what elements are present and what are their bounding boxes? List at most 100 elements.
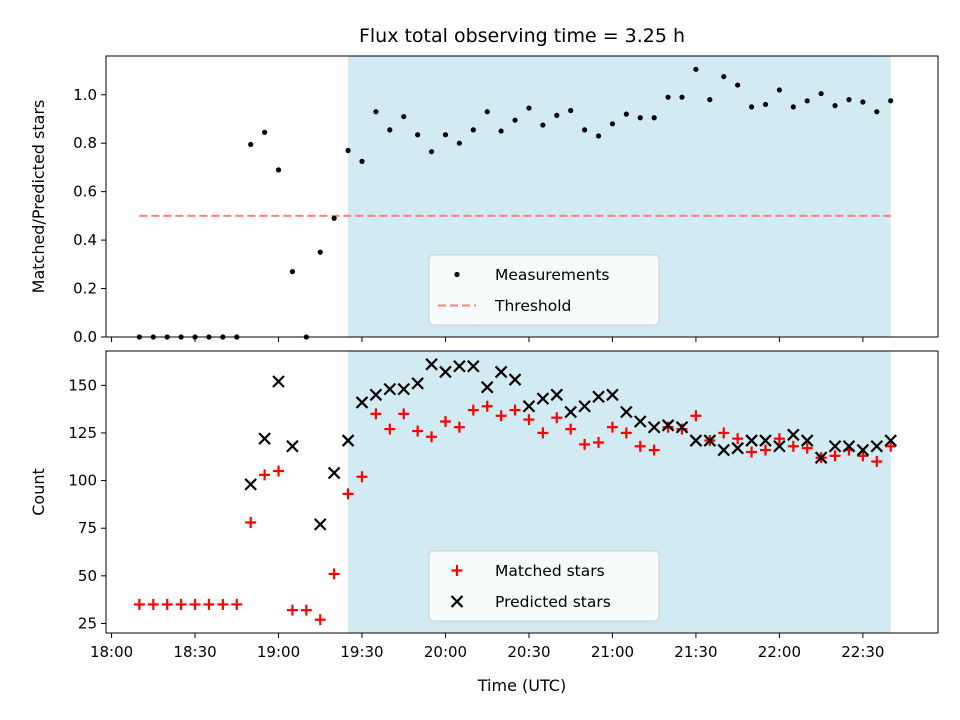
predicted-stars-point [369,388,383,402]
predicted-stars-point [313,518,327,531]
y-axis-label: Matched/Predicted stars [29,100,48,294]
matched-stars-point [885,440,897,452]
measurements-point [623,111,629,117]
legend-label: Threshold [494,297,571,315]
matched-stars-point [495,410,507,422]
matched-stars-point [481,400,493,412]
predicted-stars-point [745,434,758,447]
measurements-point [818,90,824,97]
measurements-point [665,94,671,100]
measurements-point [262,129,268,135]
measurements-point [582,127,588,133]
x-tick-label: 18:30 [173,643,216,661]
measurements-point [331,215,337,221]
y-tick-label: 75 [78,519,97,537]
matched-stars-point [732,433,744,445]
predicted-stars-point [467,359,480,373]
legend-label: Predicted stars [495,593,611,611]
matched-stars-point [342,488,354,500]
predicted-stars-point [689,434,703,447]
predicted-stars-point [494,365,508,379]
predicted-stars-point [244,478,257,491]
measurements-point [860,99,866,105]
legend-label: Matched stars [495,562,605,580]
ratio-panel: 0.0 0.2 0.4 0.6 0.8 1.0 Matched/Predicted star… [29,55,939,346]
matched-stars-point [871,456,883,468]
legend-label: Measurements [495,266,610,284]
matched-stars-point [551,412,563,424]
predicted-stars-point [397,382,411,396]
predicted-stars-point [606,388,619,402]
legend-marker [454,271,460,278]
matched-stars-point [439,416,451,427]
measurements-point [289,268,296,275]
measurements-point [707,97,713,103]
predicted-stars-point [759,434,772,447]
measurements-point [804,98,810,104]
predicted-stars-point [536,392,550,405]
y-tick-label: 150 [68,376,97,394]
matched-stars-point [231,598,243,610]
predicted-stars-point [773,439,786,453]
predicted-stars-point [800,434,814,447]
predicted-stars-point [842,439,856,453]
matched-stars-point [857,450,869,462]
matched-stars-point [801,442,813,454]
matched-stars-point [286,604,298,616]
measurements-point [317,249,323,255]
measurements-point [888,98,894,104]
predicted-stars-point [355,396,369,409]
y-tick-label: 0.4 [73,231,97,249]
predicted-stars-point [480,380,494,394]
measurements-point [679,94,685,100]
matched-stars-point [565,423,577,435]
matched-stars-point [634,440,646,452]
matched-stars-point [273,465,285,477]
matched-stars-point [606,421,618,433]
predicted-stars-point [675,420,689,434]
x-tick-label: 22:00 [758,643,801,661]
predicted-stars-point [620,405,633,419]
predicted-stars-point [884,434,897,447]
measurements-point [526,105,532,111]
matched-stars-point [787,440,799,452]
predicted-stars-point [425,358,438,371]
matched-stars-point [662,421,674,433]
predicted-stars-point [592,390,605,404]
measurements-point [470,127,476,133]
measurements-point [748,104,755,110]
matched-stars-point [579,438,591,450]
y-tick-label: 125 [68,424,97,442]
predicted-stars-point [661,419,675,432]
predicted-stars-point [522,399,536,413]
measurements-point [498,128,504,134]
y-tick-label: 0.8 [73,134,97,152]
measurements-point [345,147,351,154]
x-tick-label: 19:30 [340,643,383,661]
measurements-point [832,103,838,109]
measurements-point [275,167,282,173]
measurements-point [595,133,602,139]
matched-stars-point [356,471,368,483]
predicted-stars-point [453,359,466,373]
matched-stars-point [370,408,382,420]
predicted-stars-point [411,377,424,390]
y-tick-label: 0.2 [73,280,97,298]
legend: Matched stars Predicted stars [428,550,660,622]
matched-stars-point [412,425,424,437]
measurements-point [735,82,741,88]
matched-stars-point [593,436,605,448]
matched-stars-point [189,598,201,610]
measurements-point [846,97,852,103]
predicted-stars-point [814,451,828,464]
predicted-stars-point [258,432,271,445]
measurements-point [693,66,699,72]
y-tick-label: 1.0 [73,86,97,104]
count-panel: 25 50 75 100 125 150 18:00 18:30 19:00 19:30 20:00… [29,350,939,661]
predicted-stars-point [327,466,341,480]
y-tick-label: 0.6 [73,183,97,201]
matched-stars-point [384,423,396,435]
y-tick-label: 100 [68,472,97,490]
matched-stars-point [147,598,159,610]
y-axis-label: Count [29,468,48,516]
